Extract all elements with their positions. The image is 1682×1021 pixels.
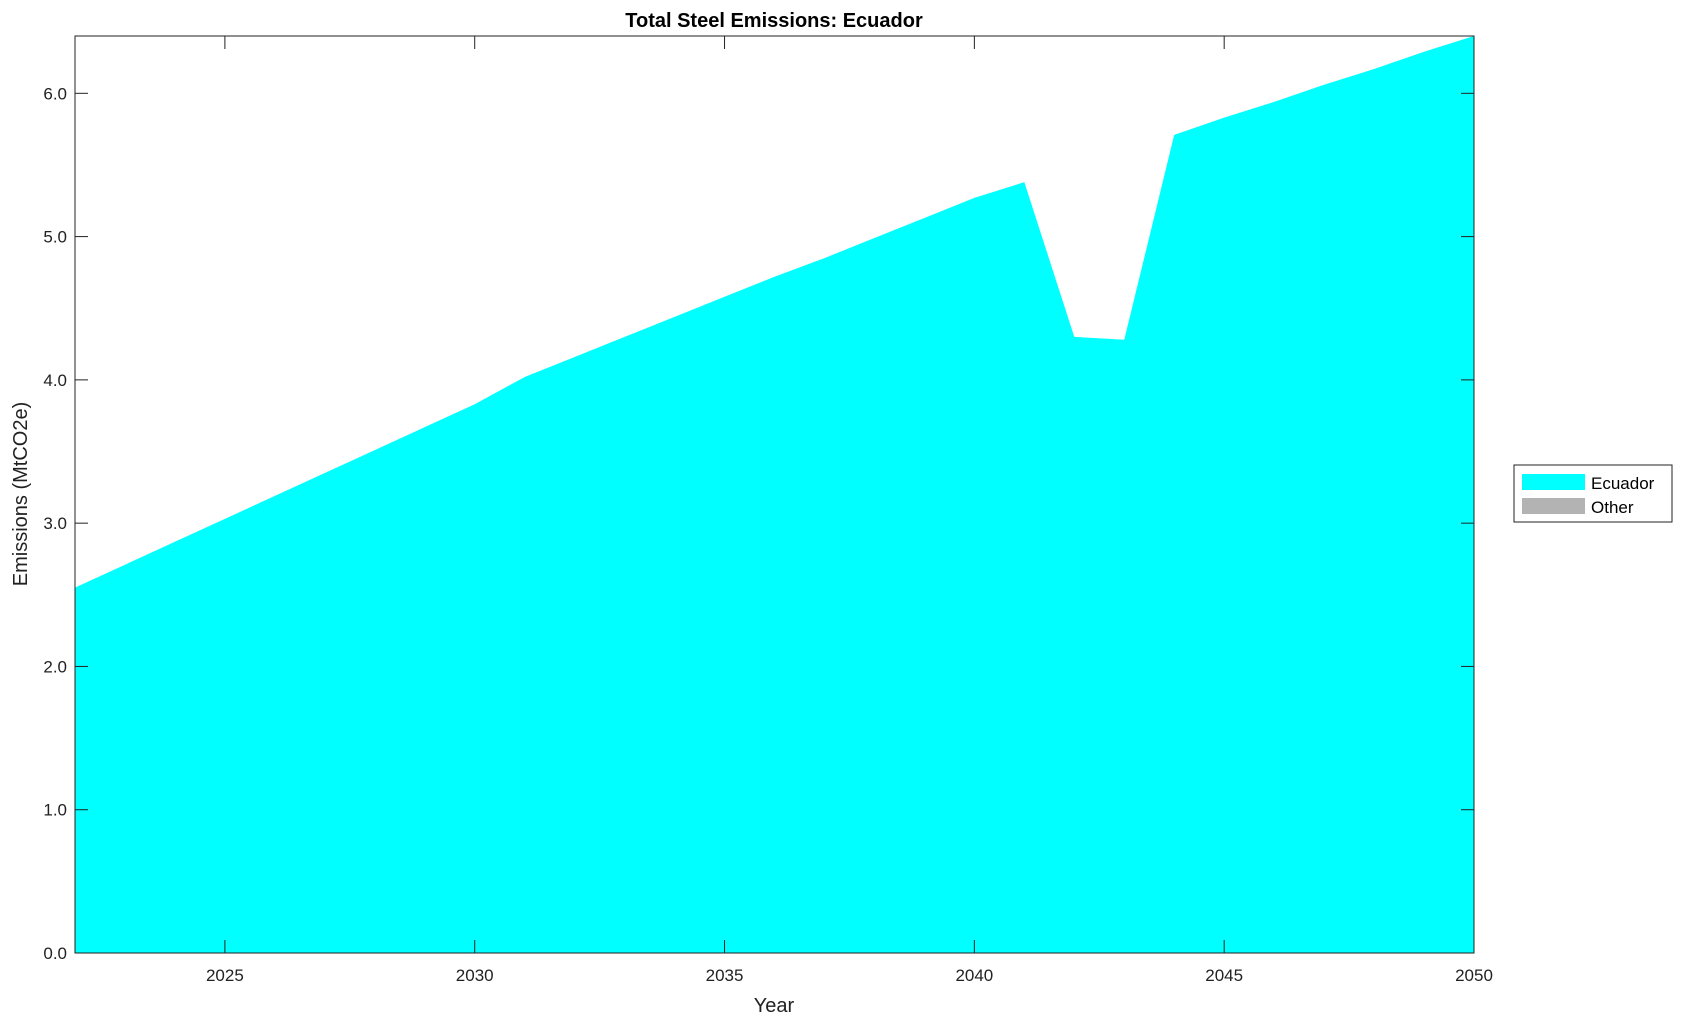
y-tick-label: 0.0 <box>43 944 67 963</box>
legend-swatch-other <box>1522 498 1585 514</box>
axes: 2025 2030 2035 2040 2045 2050 0.0 1.0 2.0 3.0 4.0 5… <box>43 35 1493 985</box>
y-tick-label: 4.0 <box>43 371 67 390</box>
y-axis-label: Emissions (MtCO2e) <box>10 402 32 586</box>
x-tick-label: 2045 <box>1205 966 1243 985</box>
chart-title: Total Steel Emissions: Ecuador <box>625 10 923 32</box>
legend-label-other: Other <box>1591 498 1634 517</box>
y-tick-label: 6.0 <box>43 84 67 103</box>
y-tick-label: 3.0 <box>43 514 67 533</box>
plot-frame <box>74 35 1475 954</box>
area-ecuador <box>75 36 1474 953</box>
y-tick-label: 2.0 <box>43 657 67 676</box>
x-tick-label: 2025 <box>206 966 244 985</box>
x-tick-label: 2035 <box>706 966 744 985</box>
plot-areas <box>75 36 1474 953</box>
x-tick-label: 2030 <box>456 966 494 985</box>
x-tick-label: 2040 <box>955 966 993 985</box>
x-axis-label: Year <box>754 995 795 1017</box>
legend-label-ecuador: Ecuador <box>1591 474 1655 493</box>
y-tick-label: 5.0 <box>43 228 67 247</box>
x-tick-label: 2050 <box>1455 966 1493 985</box>
legend: Ecuador Other <box>1513 464 1673 523</box>
y-tick-label: 1.0 <box>43 801 67 820</box>
legend-swatch-ecuador <box>1522 474 1585 490</box>
